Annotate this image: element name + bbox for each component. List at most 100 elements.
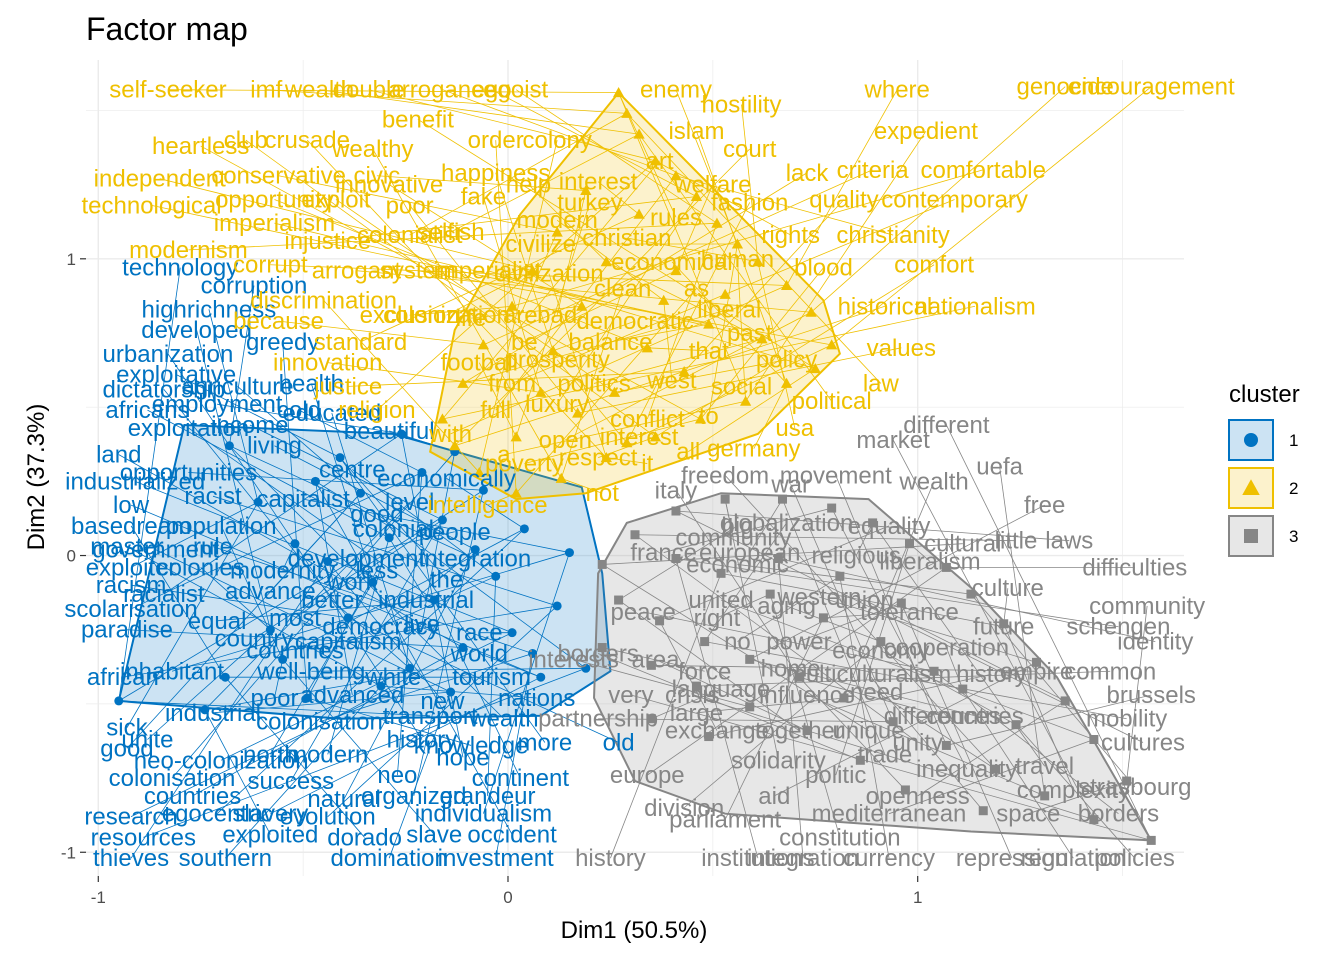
- point-label: future: [973, 614, 1034, 641]
- point-label: help: [506, 172, 551, 199]
- point-label: most: [269, 605, 321, 632]
- label-segment: [315, 481, 513, 835]
- label-segment: [556, 190, 587, 316]
- label-segment: [917, 700, 1066, 797]
- label-segment: [274, 659, 284, 699]
- point-label: borders: [557, 640, 638, 667]
- point-label: brussels: [1107, 682, 1196, 709]
- point-label: health: [279, 370, 344, 397]
- point-label: technological: [81, 192, 221, 219]
- point-label: countries: [246, 637, 343, 664]
- label-segment: [126, 546, 382, 687]
- label-segment: [835, 475, 947, 746]
- label-segment: [274, 199, 648, 349]
- cluster-3-point: [597, 643, 607, 653]
- label-segment: [200, 145, 701, 420]
- point-label: respect: [559, 445, 638, 472]
- point-label: north: [243, 741, 298, 768]
- point-label: court: [723, 136, 777, 163]
- cluster-3-point: [966, 589, 976, 599]
- label-segment: [946, 647, 964, 690]
- cluster-3-point: [802, 726, 812, 736]
- legend-marker-2: [1242, 479, 1260, 495]
- point-label: scolarisation: [64, 596, 197, 623]
- point-label: self-seeker: [109, 77, 226, 104]
- label-segment: [675, 184, 714, 271]
- point-label: new: [420, 688, 465, 715]
- point-label: more: [518, 729, 573, 756]
- cluster-2-point: [633, 128, 645, 139]
- cluster-1-point: [478, 485, 488, 495]
- point-label: blood: [794, 255, 853, 282]
- label-segment: [561, 478, 603, 494]
- cluster-2-point: [805, 306, 817, 317]
- point-label: egoist: [484, 77, 548, 104]
- label-segment: [876, 691, 996, 770]
- label-segment: [282, 543, 296, 571]
- point-label: religious: [812, 543, 901, 570]
- point-label: standard: [314, 329, 407, 356]
- label-segment: [819, 596, 1037, 663]
- label-segment: [327, 531, 455, 562]
- point-label: wealthy: [331, 136, 413, 163]
- point-label: neo-colonization: [134, 747, 309, 774]
- label-segment: [552, 320, 636, 352]
- point-label: neo: [377, 762, 417, 789]
- label-segment: [253, 489, 484, 639]
- legend-title: cluster: [1229, 381, 1300, 408]
- label-segment: [417, 270, 832, 346]
- axis-ticks: -1 0 1 -1 0 1: [61, 250, 923, 907]
- point-label: less: [356, 557, 399, 584]
- point-label: be: [511, 329, 538, 356]
- label-segment: [999, 466, 1046, 796]
- point-label: interest: [559, 169, 638, 196]
- label-segment: [704, 641, 1127, 720]
- label-segment: [655, 659, 808, 731]
- point-label: interest: [600, 424, 679, 451]
- label-segment: [724, 617, 824, 820]
- point-label: need: [850, 679, 903, 706]
- cluster-1-point: [310, 476, 320, 486]
- label-segment: [790, 484, 894, 722]
- point-label: resources: [91, 824, 196, 851]
- point-label: peace: [610, 599, 675, 626]
- cluster-2-point: [780, 279, 793, 291]
- point-label: liberal: [697, 296, 761, 323]
- point-label: colonial: [353, 516, 434, 543]
- cluster-1-point: [265, 625, 275, 635]
- point-label: discrimination: [250, 287, 397, 314]
- label-segment: [130, 561, 329, 859]
- label-segment: [360, 213, 640, 343]
- label-segment: [122, 605, 558, 678]
- label-segment: [388, 184, 582, 307]
- cluster-3-point: [1011, 720, 1021, 730]
- label-segment: [515, 202, 591, 437]
- point-label: bad: [537, 302, 577, 329]
- point-label: civilize: [505, 231, 576, 258]
- cluster-3-point: [716, 568, 726, 578]
- label-segment: [1126, 605, 1148, 782]
- label-segment: [303, 498, 570, 553]
- cluster-2-point: [608, 386, 621, 397]
- label-segment: [212, 546, 533, 654]
- x-tick-label: 0: [503, 888, 512, 907]
- point-label: cultures: [1101, 729, 1185, 756]
- label-segment: [724, 199, 955, 295]
- label-segment: [663, 300, 673, 381]
- label-segment: [454, 305, 886, 447]
- legend-label-2: 2: [1289, 479, 1298, 498]
- point-label: urbanization: [103, 341, 234, 368]
- cluster-2-point: [649, 155, 662, 166]
- point-label: exploited: [222, 821, 318, 848]
- label-segment: [130, 501, 259, 568]
- point-label: countries: [144, 783, 241, 810]
- cluster-3-point: [646, 714, 656, 724]
- point-label: equality: [848, 513, 931, 540]
- label-segment: [634, 534, 1017, 542]
- point-label: interests: [528, 646, 619, 673]
- point-label: historical: [838, 293, 933, 320]
- point-label: enemy: [640, 77, 712, 104]
- cluster-3-point: [794, 672, 804, 682]
- cluster-1-point: [458, 643, 468, 653]
